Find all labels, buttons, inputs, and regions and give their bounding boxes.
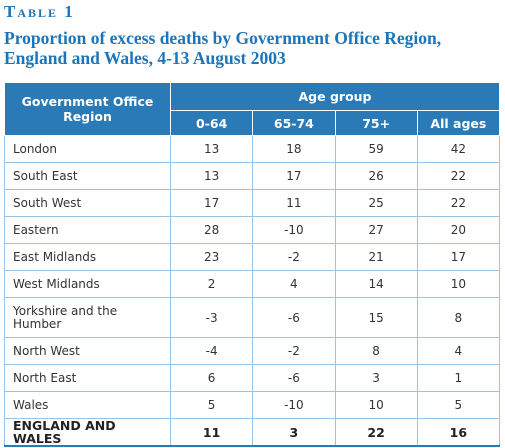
value-cell: 42 <box>416 135 501 163</box>
value-cell: 18 <box>252 135 336 163</box>
column-header: 0-64 <box>169 110 254 136</box>
table-row: South West 17 11 25 22 <box>4 189 501 217</box>
group-header: Age group <box>170 82 500 111</box>
region-cell: North East <box>4 364 171 392</box>
value-cell: 8 <box>334 337 418 365</box>
value-cell: 11 <box>169 418 254 447</box>
value-cell: 17 <box>416 243 501 271</box>
value-cell: 10 <box>416 270 501 298</box>
table-row: London 13 18 59 42 <box>4 135 501 163</box>
region-cell: East Midlands <box>4 243 171 271</box>
region-cell: North West <box>4 337 171 365</box>
table-row: ENGLAND AND WALES 11 3 22 16 <box>4 418 501 447</box>
region-header: Government Office Region <box>4 82 171 136</box>
value-cell: 17 <box>252 162 336 190</box>
value-cell: -6 <box>252 364 336 392</box>
value-cell: 10 <box>334 391 418 419</box>
value-cell: 16 <box>416 418 501 447</box>
value-cell: 22 <box>416 162 501 190</box>
table-row: Eastern 28 -10 27 20 <box>4 216 501 244</box>
value-cell: 8 <box>416 297 501 338</box>
value-cell: 4 <box>252 270 336 298</box>
column-header: All ages <box>416 110 501 136</box>
value-cell: 26 <box>334 162 418 190</box>
value-cell: 4 <box>416 337 501 365</box>
region-cell: ENGLAND AND WALES <box>4 418 171 447</box>
region-cell: London <box>4 135 171 163</box>
region-cell: Eastern <box>4 216 171 244</box>
region-cell: Yorkshire and the Humber <box>4 297 171 338</box>
value-cell: 20 <box>416 216 501 244</box>
value-cell: 2 <box>169 270 254 298</box>
value-cell: 17 <box>169 189 254 217</box>
table-row: East Midlands 23 -2 21 17 <box>4 243 501 271</box>
value-cell: 14 <box>334 270 418 298</box>
region-cell: West Midlands <box>4 270 171 298</box>
value-cell: 59 <box>334 135 418 163</box>
value-cell: 22 <box>416 189 501 217</box>
value-cell: 5 <box>416 391 501 419</box>
region-cell: South East <box>4 162 171 190</box>
region-cell: Wales <box>4 391 171 419</box>
value-cell: -10 <box>252 391 336 419</box>
table-row: West Midlands 2 4 14 10 <box>4 270 501 298</box>
value-cell: 22 <box>334 418 418 447</box>
column-header: 75+ <box>334 110 418 136</box>
table-row: South East 13 17 26 22 <box>4 162 501 190</box>
value-cell: 11 <box>252 189 336 217</box>
value-cell: 3 <box>252 418 336 447</box>
value-cell: 5 <box>169 391 254 419</box>
table-body: London 13 18 59 42 South East 13 17 26 22 South We… <box>4 135 501 447</box>
value-cell: 25 <box>334 189 418 217</box>
value-cell: 15 <box>334 297 418 338</box>
header-row: 0-64 65-74 75+ All ages <box>5 110 501 136</box>
value-cell: -2 <box>252 243 336 271</box>
value-cell: -10 <box>252 216 336 244</box>
value-cell: 6 <box>169 364 254 392</box>
table-row: Wales 5 -10 10 5 <box>4 391 501 419</box>
value-cell: -2 <box>252 337 336 365</box>
value-cell: 13 <box>169 135 254 163</box>
value-cell: -3 <box>169 297 254 338</box>
value-cell: 23 <box>169 243 254 271</box>
data-table: Government Office Region Age group 0-64 6… <box>4 82 501 447</box>
table-title: Proportion of excess deaths by Governmen… <box>4 28 442 68</box>
value-cell: 28 <box>169 216 254 244</box>
table-label: Table 1 <box>4 2 75 21</box>
header-row: Government Office Region Age group <box>4 82 500 136</box>
value-cell: 21 <box>334 243 418 271</box>
value-cell: 3 <box>334 364 418 392</box>
region-cell: South West <box>4 189 171 217</box>
value-cell: -4 <box>169 337 254 365</box>
value-cell: 27 <box>334 216 418 244</box>
value-cell: 1 <box>416 364 501 392</box>
table-row: Yorkshire and the Humber -3 -6 15 8 <box>4 297 501 338</box>
table-row: North West -4 -2 8 4 <box>4 337 501 365</box>
table-row: North East 6 -6 3 1 <box>4 364 501 392</box>
value-cell: -6 <box>252 297 336 338</box>
value-cell: 13 <box>169 162 254 190</box>
column-header: 65-74 <box>252 110 336 136</box>
